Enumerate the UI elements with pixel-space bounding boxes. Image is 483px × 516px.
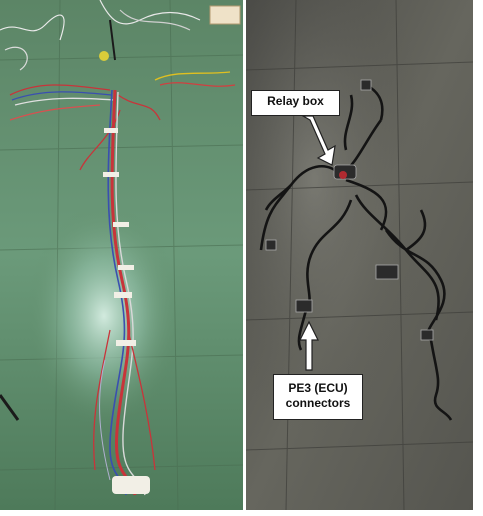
light-reflection — [5, 140, 225, 460]
left-photo-illustration — [0, 0, 243, 510]
right-photo-illustration — [246, 0, 473, 510]
relay-box-label: Relay box — [251, 90, 340, 116]
relay-box-arrow — [300, 115, 336, 166]
connector-box — [209, 5, 241, 25]
left-photo-harness-green-floor — [0, 0, 243, 510]
ecu-connectors-arrow — [299, 320, 319, 371]
ecu-connectors-label-line1: PE3 (ECU) — [288, 381, 348, 395]
ecu-connectors-label: PE3 (ECU) connectors — [273, 374, 363, 420]
tape-roll — [99, 51, 109, 61]
floor-sheen — [246, 0, 473, 510]
right-photo-harness-grey-floor — [246, 0, 473, 510]
relay-box-red-detail — [339, 171, 347, 179]
harness-tape-markers — [103, 128, 150, 494]
top-wire-bundle — [0, 0, 201, 71]
main-harness-trunk — [93, 89, 156, 496]
tool-handle — [0, 394, 20, 421]
floor-tile-grid — [246, 0, 473, 510]
black-wire-harness — [259, 83, 453, 421]
branch-wires — [9, 71, 236, 171]
ecu-connectors-label-line2: connectors — [285, 396, 351, 410]
